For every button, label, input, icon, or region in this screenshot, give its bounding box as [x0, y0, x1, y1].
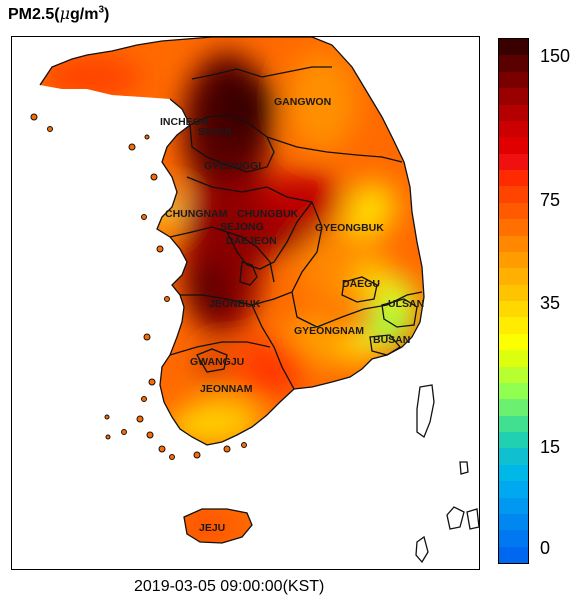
colorbar-band	[499, 39, 528, 56]
label-gyeongbuk: GYEONGBUK	[315, 222, 384, 234]
colorbar-band	[499, 530, 528, 547]
colorbar-band	[499, 481, 528, 498]
label-gwangju: GWANGJU	[190, 356, 244, 368]
colorbar-band	[499, 301, 528, 318]
colorbar-band	[499, 333, 528, 351]
region-labels: GANGWON SEOUL INCHEON GYEONGGI CHUNGNAM …	[160, 96, 424, 534]
label-busan: BUSAN	[373, 334, 410, 346]
colorbar-band	[499, 153, 528, 170]
title-prefix: PM2.5(	[8, 6, 60, 23]
colorbar-band	[499, 382, 528, 400]
colorbar-band	[499, 432, 528, 449]
title-suffix: )	[104, 6, 110, 23]
colorbar-band	[499, 251, 528, 269]
label-chungbuk: CHUNGBUK	[237, 208, 299, 220]
colorbar-band	[499, 137, 528, 154]
colorbar-band	[499, 448, 528, 465]
colorbar-band	[499, 350, 528, 367]
colorbar-band	[499, 88, 528, 105]
coastal-islands	[30, 113, 247, 460]
pm25-map: GANGWON SEOUL INCHEON GYEONGGI CHUNGNAM …	[30, 37, 479, 564]
colorbar-band	[499, 464, 528, 482]
colorbar-band	[499, 317, 528, 334]
colorbar-band	[499, 202, 528, 220]
colorbar-band	[499, 71, 528, 89]
colorbar	[498, 38, 529, 564]
title-unit: g/m	[69, 6, 99, 23]
colorbar-tick-75: 75	[540, 190, 561, 210]
title-exponent: 3	[98, 4, 104, 16]
colorbar-band	[499, 104, 528, 121]
colorbar-band	[499, 415, 528, 432]
label-ulsan: ULSAN	[388, 298, 424, 310]
colorbar-band	[499, 170, 528, 187]
label-daejeon: DAEJEON	[226, 235, 277, 247]
map-panel: GANGWON SEOUL INCHEON GYEONGGI CHUNGNAM …	[11, 36, 480, 570]
timestamp: 2019-03-05 09:00:00(KST)	[134, 578, 325, 595]
colorbar-band	[499, 546, 528, 563]
colorbar-band	[499, 268, 528, 285]
label-gyeongnam: GYEONGNAM	[294, 325, 364, 337]
colorbar-tick-0: 0	[540, 538, 551, 558]
colorbar-band	[499, 219, 528, 236]
colorbar-band	[499, 55, 528, 72]
label-incheon: INCHEON	[160, 116, 208, 128]
label-seoul: SEOUL	[198, 126, 235, 138]
title-mu: μ	[59, 4, 70, 23]
label-gyeonggi: GYEONGGI	[204, 160, 261, 172]
label-chungnam: CHUNGNAM	[165, 208, 228, 220]
colorbar-band	[499, 513, 528, 531]
label-jeonnam: JEONNAM	[200, 383, 253, 395]
colorbar-band	[499, 235, 528, 252]
label-sejong: SEJONG	[220, 221, 264, 233]
colorbar-band	[499, 284, 528, 301]
chart-title: PM2.5(μg/m3)	[8, 4, 109, 24]
label-jeju: JEJU	[199, 522, 225, 534]
colorbar-band	[499, 366, 528, 383]
label-gangwon: GANGWON	[274, 96, 331, 108]
colorbar-band	[499, 186, 528, 203]
colorbar-band	[499, 497, 528, 514]
colorbar-band	[499, 120, 528, 138]
province-boundaries	[39, 37, 479, 564]
colorbar-tick-15: 15	[540, 437, 561, 457]
colorbar-tick-150: 150	[540, 46, 571, 66]
label-daegu: DAEGU	[342, 278, 380, 290]
colorbar-band	[499, 399, 528, 416]
colorbar-tick-35: 35	[540, 293, 561, 313]
label-jeonbuk: JEONBUK	[209, 298, 261, 310]
